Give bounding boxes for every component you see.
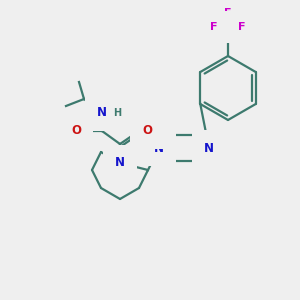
Text: F: F [224,8,232,18]
Text: N: N [97,106,107,119]
Text: N: N [154,142,164,154]
Text: F: F [238,22,246,32]
Text: N: N [204,142,214,154]
Text: N: N [115,157,125,169]
Text: O: O [142,124,152,137]
Text: H: H [113,108,121,118]
Text: O: O [71,124,81,137]
Text: F: F [210,22,218,32]
